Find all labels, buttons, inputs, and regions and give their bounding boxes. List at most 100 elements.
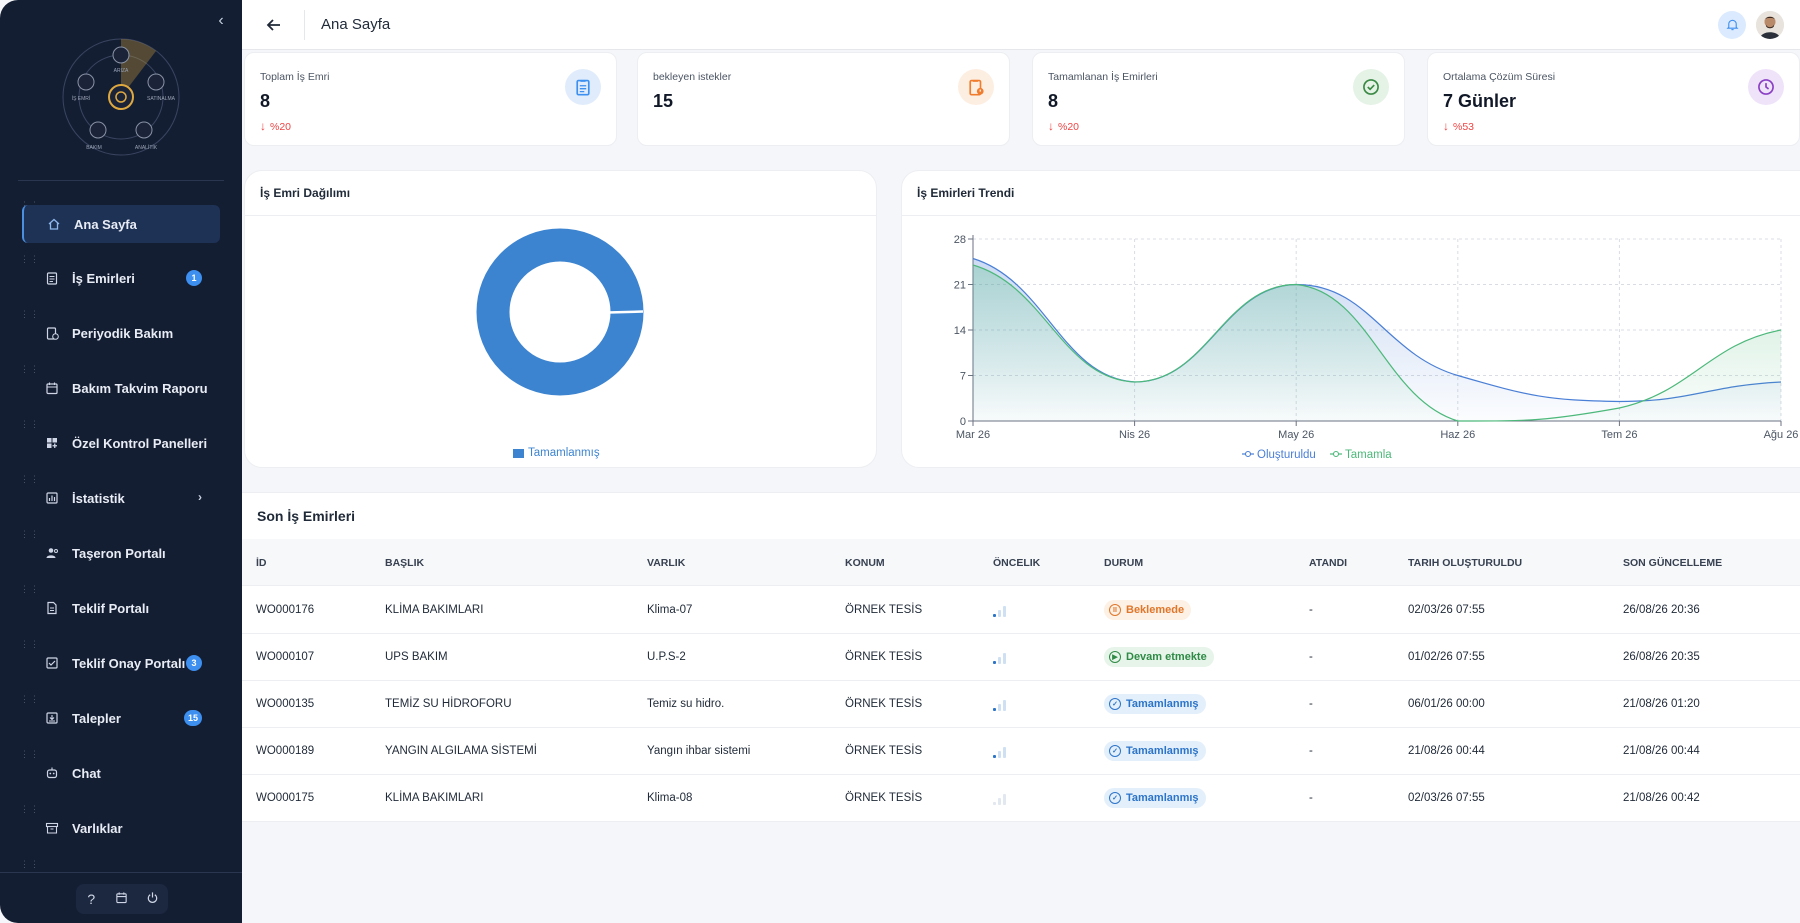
cell-created: 06/01/26 00:00 — [1408, 698, 1485, 710]
status-label: Tamamlanmış — [1126, 792, 1199, 804]
sidebar-item-ozel-kontrol-panelleri[interactable]: Özel Kontrol Panelleri — [22, 424, 220, 462]
collapse-sidebar-icon[interactable]: ‹ — [218, 12, 224, 29]
stat-value: 15 — [653, 91, 674, 111]
sidebar-item-varliklar[interactable]: Varlıklar — [22, 809, 220, 847]
check-circle-icon: ✓ — [1109, 698, 1121, 710]
cell-asset: Klima-08 — [647, 792, 693, 804]
table-row[interactable]: WO000189 YANGIN ALGILAMA SİSTEMİ Yangın ih… — [242, 728, 1800, 775]
series-line-1[interactable] — [972, 264, 1782, 422]
sidebar-item-taseron-portali[interactable]: Taşeron Portalı — [22, 534, 220, 572]
stat-card-pending-requests[interactable]: bekleyen istekler 15 — [637, 52, 1010, 146]
cell-id: WO000135 — [256, 698, 315, 710]
cell-assigned: - — [1309, 604, 1313, 616]
x-tick-label: May 26 — [1278, 429, 1314, 441]
donut-chart — [476, 228, 644, 396]
column-header-asset[interactable]: VARLIK — [647, 557, 686, 569]
cell-location: ÖRNEK TESİS — [845, 745, 923, 757]
cell-assigned: - — [1309, 698, 1313, 710]
sidebar-item-label: Periyodik Bakım — [72, 325, 174, 341]
column-header-updated[interactable]: SON GÜNCELLEME — [1623, 557, 1723, 569]
home-icon — [46, 216, 62, 232]
chart-box-icon — [44, 490, 60, 506]
sidebar-item-label: İstatistik — [72, 490, 125, 506]
user-avatar[interactable] — [1756, 11, 1784, 39]
sidebar-item-teklif-onay-portali[interactable]: Teklif Onay Portalı 3 — [22, 644, 220, 682]
cell-assigned: - — [1309, 745, 1313, 757]
header-divider — [304, 10, 305, 40]
column-header-status[interactable]: DURUM — [1104, 557, 1144, 569]
sidebar-item-label: Özel Kontrol Panelleri — [72, 435, 208, 451]
sidebar-item-label: Teklif Onay Portalı — [72, 655, 186, 671]
calendar-icon[interactable] — [112, 891, 132, 907]
series-line-0[interactable] — [972, 257, 1782, 403]
x-tick-label: Nis 26 — [1119, 429, 1150, 441]
x-tick-label: Mar 26 — [956, 429, 990, 441]
notification-bell-icon[interactable] — [1718, 11, 1746, 39]
priority-bars-icon — [993, 606, 1006, 617]
legend-label-1[interactable]: Tamamla — [1345, 449, 1392, 461]
cell-updated: 21/08/26 00:44 — [1623, 745, 1700, 757]
drag-handle-icon[interactable]: ⋮⋮ — [20, 859, 40, 869]
inbox-download-icon — [44, 710, 60, 726]
cell-asset: Klima-07 — [647, 604, 693, 616]
arrow-down-icon: ↓ — [1048, 119, 1054, 133]
column-header-title[interactable]: BAŞLIK — [385, 557, 425, 569]
cell-created: 01/02/26 07:55 — [1408, 651, 1485, 663]
stat-card-total-work-orders[interactable]: Toplam İş Emri 8 ↓ %20 — [244, 52, 617, 146]
sidebar-item-is-emirleri[interactable]: İş Emirleri 1 — [22, 259, 220, 297]
donut-legend[interactable]: Tamamlanmış — [513, 447, 600, 459]
table-row[interactable]: WO000175 KLİMA BAKIMLARI Klima-08 ÖRNEK TES… — [242, 775, 1800, 822]
sidebar-item-ana-sayfa[interactable]: Ana Sayfa — [22, 205, 220, 243]
column-header-id[interactable]: İD — [256, 557, 267, 569]
donut-slice-completed[interactable] — [476, 228, 644, 396]
dashboard-plus-icon — [44, 435, 60, 451]
cell-title: TEMİZ SU HİDROFORU — [385, 698, 512, 710]
pause-circle-icon: II — [1109, 604, 1121, 616]
sidebar-item-periyodik-bakim[interactable]: Periyodik Bakım — [22, 314, 220, 352]
robot-icon — [44, 765, 60, 781]
stat-card-avg-resolution-time[interactable]: Ortalama Çözüm Süresi 7 Günler ↓ %53 — [1427, 52, 1800, 146]
sidebar: ‹ ARIZA SATINALMA ANALİTİK BAKIM İŞ EMRİ… — [0, 0, 242, 923]
back-arrow-icon[interactable] — [262, 13, 286, 37]
card-title: İş Emirleri Trendi — [917, 186, 1015, 200]
table-row[interactable]: WO000107 UPS BAKIM U.P.S-2 ÖRNEK TESİS - 01/0… — [242, 634, 1800, 681]
sidebar-item-teklif-portali[interactable]: Teklif Portalı — [22, 589, 220, 627]
power-icon[interactable] — [143, 891, 163, 907]
top-header: Ana Sayfa — [242, 0, 1800, 50]
sidebar-item-talepler[interactable]: Talepler 15 — [22, 699, 220, 737]
status-badge: ✓ Tamamlanmış — [1104, 788, 1206, 808]
legend-label-0[interactable]: Oluşturuldu — [1257, 449, 1316, 461]
y-tick-label: 7 — [960, 371, 966, 383]
y-tick-label: 14 — [954, 325, 966, 337]
cell-updated: 26/08/26 20:35 — [1623, 651, 1700, 663]
stat-change-value: %20 — [1058, 121, 1080, 133]
table-title: Son İş Emirleri — [257, 508, 356, 524]
approval-icon — [44, 655, 60, 671]
table-row[interactable]: WO000176 KLİMA BAKIMLARI Klima-07 ÖRNEK TES… — [242, 587, 1800, 634]
cell-updated: 21/08/26 01:20 — [1623, 698, 1700, 710]
column-header-created[interactable]: TARIH OLUŞTURULDU — [1408, 557, 1523, 569]
column-header-priority[interactable]: ÖNCELIK — [993, 557, 1041, 569]
count-badge: 15 — [183, 710, 202, 726]
stat-card-completed-work-orders[interactable]: Tamamlanan İş Emirleri 8 ↓ %20 — [1032, 52, 1405, 146]
sidebar-item-bakim-takvim-raporu[interactable]: Bakım Takvim Raporu — [22, 369, 220, 407]
table-row[interactable]: WO000135 TEMİZ SU HİDROFORU Temiz su hidro… — [242, 681, 1800, 728]
status-badge: ▶ Devam etmekte — [1104, 647, 1214, 667]
help-icon[interactable]: ? — [87, 891, 96, 907]
legend-swatch — [513, 448, 524, 458]
calendar-icon — [44, 380, 60, 396]
status-label: Devam etmekte — [1126, 651, 1207, 663]
priority-bars-icon — [993, 700, 1006, 711]
sidebar-item-chat[interactable]: Chat — [22, 754, 220, 792]
x-tick-label: Ağu 26 — [1764, 429, 1799, 441]
column-header-assigned[interactable]: ATANDI — [1309, 557, 1348, 569]
cell-updated: 21/08/26 00:42 — [1623, 792, 1700, 804]
priority-bars-icon — [993, 653, 1006, 664]
sidebar-item-label: İş Emirleri — [72, 270, 135, 286]
sidebar-item-istatistik[interactable]: İstatistik › — [22, 479, 220, 517]
status-badge: ✓ Tamamlanmış — [1104, 694, 1206, 714]
logo-label-analitik: ANALİTİK — [135, 144, 158, 151]
column-header-location[interactable]: KONUM — [845, 557, 885, 569]
cell-asset: Temiz su hidro. — [647, 698, 725, 710]
cell-created: 21/08/26 00:44 — [1408, 745, 1485, 757]
